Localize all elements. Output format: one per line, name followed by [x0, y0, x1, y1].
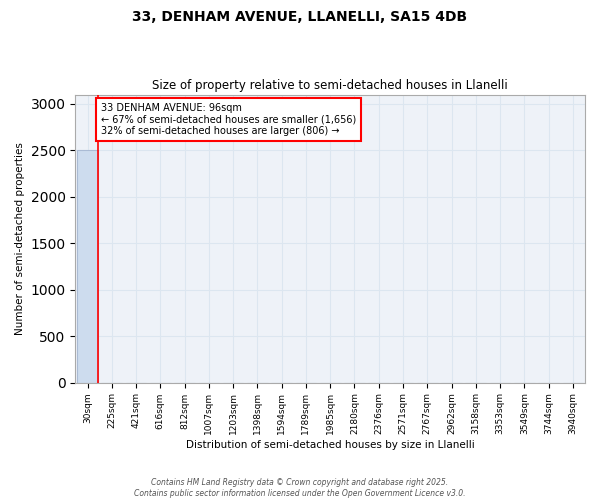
Text: 33 DENHAM AVENUE: 96sqm
← 67% of semi-detached houses are smaller (1,656)
32% of: 33 DENHAM AVENUE: 96sqm ← 67% of semi-de…	[101, 103, 356, 136]
Text: 33, DENHAM AVENUE, LLANELLI, SA15 4DB: 33, DENHAM AVENUE, LLANELLI, SA15 4DB	[133, 10, 467, 24]
Bar	[77, 150, 98, 382]
X-axis label: Distribution of semi-detached houses by size in Llanelli: Distribution of semi-detached houses by …	[186, 440, 475, 450]
Y-axis label: Number of semi-detached properties: Number of semi-detached properties	[15, 142, 25, 335]
Text: Contains HM Land Registry data © Crown copyright and database right 2025.
Contai: Contains HM Land Registry data © Crown c…	[134, 478, 466, 498]
Title: Size of property relative to semi-detached houses in Llanelli: Size of property relative to semi-detach…	[152, 79, 508, 92]
